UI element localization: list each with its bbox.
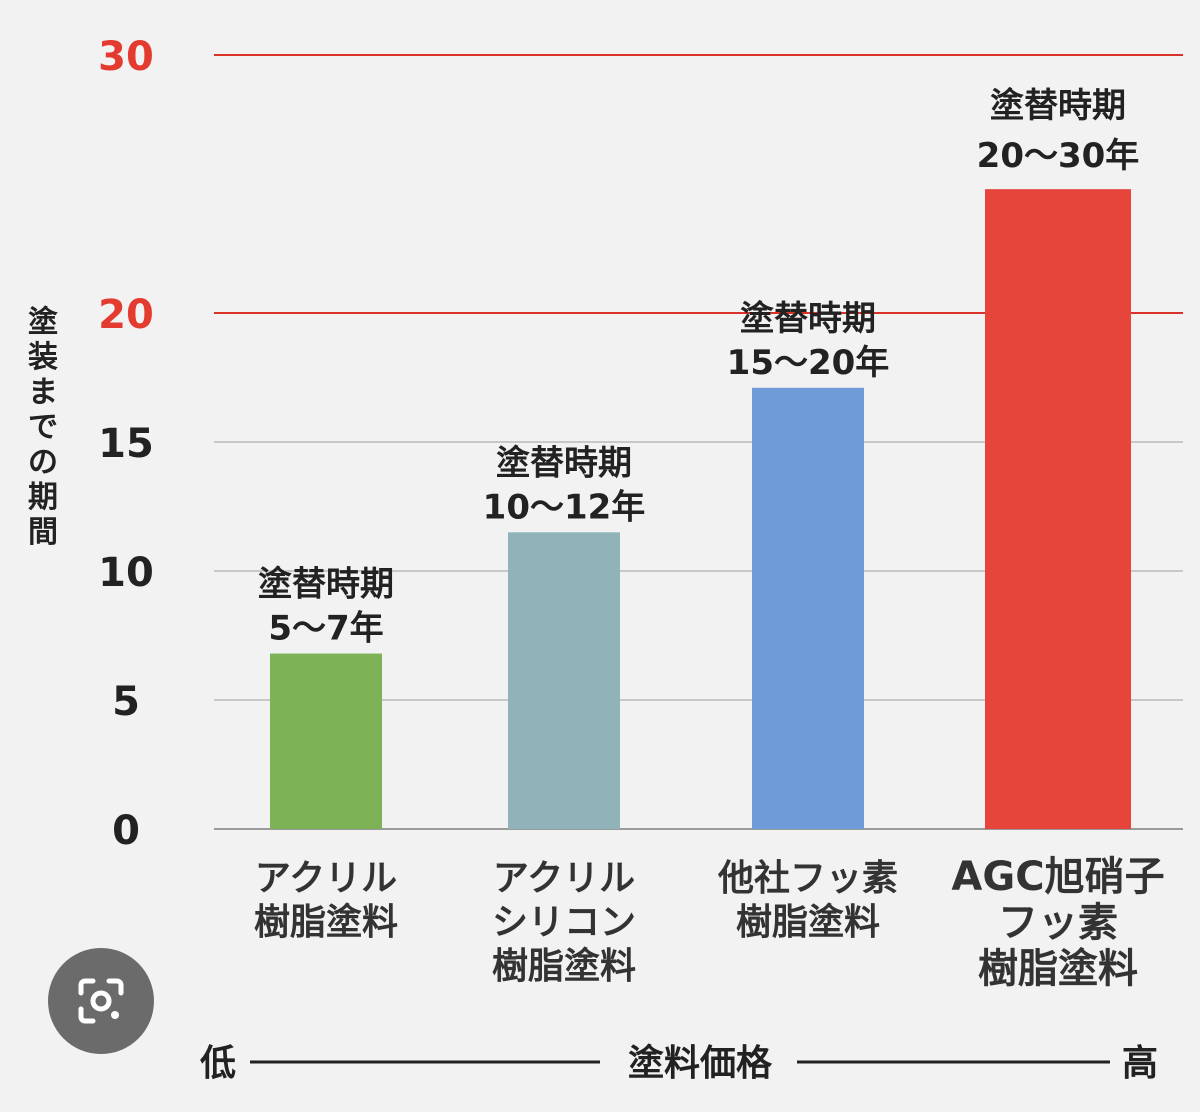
x-category-label: アクリル	[493, 858, 635, 899]
bar	[985, 189, 1131, 829]
x-category-label: アクリル	[255, 858, 397, 899]
y-tick-label: 10	[98, 550, 154, 596]
bar-annotation-label: 塗替時期	[258, 565, 394, 605]
y-tick-label: 15	[98, 421, 154, 467]
x-category-label: 樹脂塗料	[492, 945, 636, 987]
y-axis-ticks: 0 5 10 15 20 30	[98, 34, 154, 854]
bar	[508, 532, 620, 829]
price-axis-title: 塗料価格	[628, 1042, 773, 1084]
bar-annotation-label: 塗替時期	[740, 299, 876, 339]
bar-annotation-label: 塗替時期	[990, 86, 1126, 126]
x-category-label: シリコン	[492, 902, 636, 943]
bar-annotation-value: 20〜30年	[977, 136, 1140, 176]
y-tick-label: 5	[112, 679, 140, 725]
x-axis-categories: アクリル樹脂塗料アクリルシリコン樹脂塗料他社フッ素樹脂塗料AGC旭硝子フッ素樹脂…	[254, 854, 1165, 992]
google-lens-button[interactable]	[48, 948, 154, 1054]
bar-annotation-value: 5〜7年	[268, 609, 383, 649]
bar-annotation-label: 塗替時期	[496, 443, 632, 483]
x-category-label: AGC旭硝子	[951, 854, 1164, 900]
x-category-label: 樹脂塗料	[254, 901, 398, 943]
y-axis-title: 塗装までの期間	[28, 305, 58, 550]
y-tick-label: 30	[98, 34, 154, 80]
bars	[270, 189, 1131, 829]
google-lens-camera-icon	[78, 978, 124, 1024]
bar-annotation-value: 15〜20年	[727, 343, 890, 383]
x-category-label: フッ素	[998, 900, 1118, 946]
y-tick-label: 0	[112, 808, 140, 854]
price-high-label: 高	[1122, 1043, 1158, 1084]
bar	[752, 387, 864, 829]
price-axis: 低 塗料価格 高	[200, 1042, 1158, 1084]
price-low-label: 低	[200, 1043, 236, 1084]
x-category-label: 樹脂塗料	[736, 901, 880, 943]
bar	[270, 653, 382, 829]
x-category-label: 他社フッ素	[717, 858, 898, 899]
y-tick-label: 20	[98, 292, 154, 338]
x-category-label: 樹脂塗料	[978, 946, 1138, 992]
bar-annotation-value: 10〜12年	[483, 487, 646, 527]
